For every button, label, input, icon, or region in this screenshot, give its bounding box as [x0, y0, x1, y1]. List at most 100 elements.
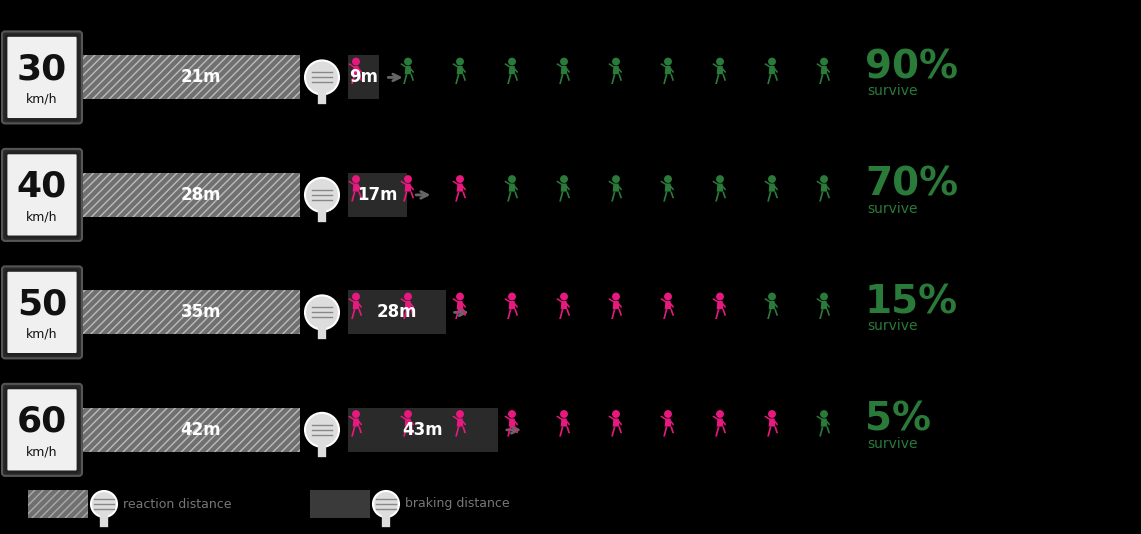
Polygon shape [618, 427, 622, 433]
Polygon shape [566, 302, 570, 308]
Polygon shape [515, 192, 518, 198]
Polygon shape [715, 74, 720, 84]
FancyBboxPatch shape [6, 153, 78, 237]
Polygon shape [819, 427, 824, 436]
Polygon shape [353, 184, 359, 192]
Polygon shape [612, 192, 615, 201]
Polygon shape [410, 302, 414, 308]
Polygon shape [400, 298, 406, 302]
Text: survive: survive [867, 202, 917, 216]
Polygon shape [722, 427, 726, 433]
Polygon shape [769, 419, 775, 427]
Polygon shape [351, 192, 356, 201]
Polygon shape [455, 74, 460, 84]
Polygon shape [774, 420, 778, 426]
Polygon shape [767, 309, 771, 319]
Circle shape [508, 293, 516, 301]
Polygon shape [348, 180, 355, 185]
Polygon shape [513, 67, 518, 73]
Polygon shape [509, 301, 516, 309]
Polygon shape [775, 309, 778, 316]
Polygon shape [712, 415, 719, 420]
Polygon shape [715, 309, 720, 319]
Text: 50: 50 [17, 287, 67, 321]
Polygon shape [566, 67, 570, 73]
Polygon shape [504, 415, 510, 420]
Polygon shape [411, 192, 414, 198]
Polygon shape [608, 298, 615, 302]
Circle shape [404, 58, 412, 66]
Circle shape [820, 410, 828, 418]
Polygon shape [507, 427, 511, 436]
Polygon shape [560, 66, 567, 74]
Circle shape [664, 293, 672, 301]
Polygon shape [665, 184, 671, 192]
Polygon shape [775, 192, 778, 198]
Bar [80, 56, 300, 99]
Polygon shape [410, 185, 414, 191]
Polygon shape [462, 67, 467, 73]
Polygon shape [357, 185, 362, 191]
Polygon shape [721, 185, 726, 191]
Polygon shape [617, 67, 622, 73]
Polygon shape [405, 184, 411, 192]
Polygon shape [661, 180, 666, 185]
Polygon shape [358, 309, 362, 316]
Polygon shape [816, 298, 823, 302]
Bar [348, 173, 407, 217]
Polygon shape [612, 309, 615, 319]
Circle shape [664, 410, 672, 418]
Polygon shape [670, 192, 674, 198]
Polygon shape [400, 415, 406, 420]
Polygon shape [775, 427, 778, 433]
Circle shape [560, 410, 568, 418]
Polygon shape [560, 301, 567, 309]
Bar [80, 173, 300, 217]
Polygon shape [764, 63, 770, 67]
Polygon shape [767, 74, 771, 84]
Polygon shape [717, 419, 723, 427]
Text: 9m: 9m [349, 68, 378, 87]
Polygon shape [557, 63, 563, 67]
Polygon shape [507, 192, 511, 201]
Text: 43m: 43m [403, 421, 444, 439]
Circle shape [353, 293, 359, 301]
Polygon shape [826, 420, 831, 426]
Polygon shape [452, 180, 459, 185]
Polygon shape [617, 185, 622, 191]
Polygon shape [462, 427, 467, 433]
Polygon shape [663, 309, 667, 319]
Polygon shape [665, 66, 671, 74]
Polygon shape [769, 66, 775, 74]
Polygon shape [764, 298, 770, 302]
Text: 15%: 15% [865, 284, 958, 321]
Circle shape [353, 175, 359, 183]
Text: 30: 30 [17, 52, 67, 87]
Polygon shape [767, 192, 771, 201]
Polygon shape [661, 415, 666, 420]
Polygon shape [403, 427, 407, 436]
Polygon shape [462, 74, 467, 81]
FancyBboxPatch shape [6, 270, 78, 355]
Polygon shape [566, 185, 570, 191]
Polygon shape [826, 302, 831, 308]
Polygon shape [357, 420, 362, 426]
Text: survive: survive [867, 84, 917, 98]
Polygon shape [513, 185, 518, 191]
Polygon shape [613, 184, 620, 192]
Polygon shape [353, 301, 359, 309]
Polygon shape [826, 309, 831, 316]
Polygon shape [665, 301, 671, 309]
Circle shape [456, 175, 464, 183]
Text: 21m: 21m [180, 68, 221, 87]
Polygon shape [618, 192, 622, 198]
Polygon shape [504, 63, 510, 67]
Polygon shape [816, 415, 823, 420]
Polygon shape [613, 419, 620, 427]
Polygon shape [661, 298, 666, 302]
Polygon shape [357, 67, 362, 73]
Circle shape [305, 178, 339, 212]
Polygon shape [405, 301, 411, 309]
Polygon shape [665, 419, 671, 427]
Polygon shape [769, 301, 775, 309]
